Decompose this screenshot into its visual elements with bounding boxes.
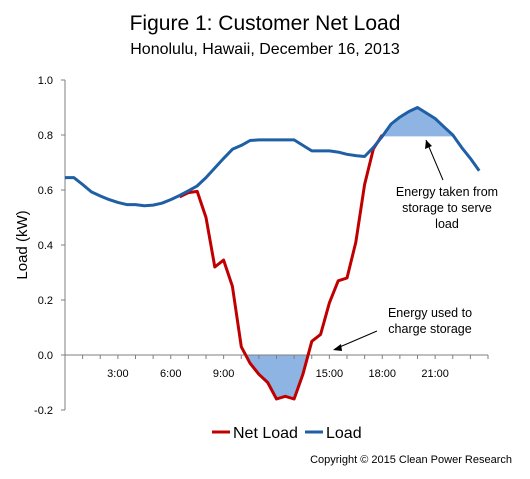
y-tick-label: -0.2 — [34, 405, 53, 417]
y-tick-label: 0.4 — [38, 240, 53, 252]
storage-discharge-area — [382, 107, 453, 137]
annotation-charge-arrow — [334, 330, 378, 350]
y-tick-label: 0.0 — [38, 350, 53, 362]
annotation-discharge-arrowhead — [425, 140, 432, 149]
chart-title: Figure 1: Customer Net Load — [129, 12, 401, 35]
x-tick-label: 15:00 — [316, 368, 344, 380]
y-tick-label: 1.0 — [38, 75, 53, 87]
y-tick-label: 0.6 — [38, 185, 53, 197]
x-tick-label: 21:00 — [421, 368, 449, 380]
legend-label: Load — [326, 425, 362, 442]
annotation-charge-text: Energy used to — [388, 306, 472, 320]
legend-label: Net Load — [233, 425, 298, 442]
x-tick-label: 9:00 — [213, 368, 234, 380]
annotation-charge-arrowhead — [333, 344, 342, 351]
annotation-discharge-text: storage to serve — [402, 201, 492, 215]
load-line — [65, 106, 481, 208]
legend: Net Load Load — [212, 425, 362, 442]
annotation-charge-text: charge storage — [388, 322, 471, 336]
x-tick-label: 6:00 — [160, 368, 181, 380]
annotation-discharge-text: Energy taken from — [396, 185, 498, 199]
x-tick-label: 3:00 — [107, 368, 128, 380]
chart-subtitle: Honolulu, Hawaii, December 16, 2013 — [130, 41, 400, 58]
net-load-line — [178, 134, 384, 401]
annotation-discharge-text: load — [435, 217, 459, 231]
y-tick-label: 0.2 — [38, 295, 53, 307]
y-tick-label: 0.8 — [38, 130, 53, 142]
x-tick-label: 18:00 — [368, 368, 396, 380]
series-lines — [65, 106, 481, 401]
storage-charge-area — [244, 355, 310, 399]
axes: -0.2 0.0 0.2 0.4 0.6 0.8 1.0 3:00 6:00 9:00 15:00 1… — [14, 75, 489, 417]
copyright: Copyright © 2015 Clean Power Research — [310, 454, 512, 466]
y-axis-label: Load (kW) — [14, 210, 31, 279]
storage-areas — [244, 107, 453, 399]
annotations: Energy taken from storage to serve load Ene… — [333, 139, 498, 351]
